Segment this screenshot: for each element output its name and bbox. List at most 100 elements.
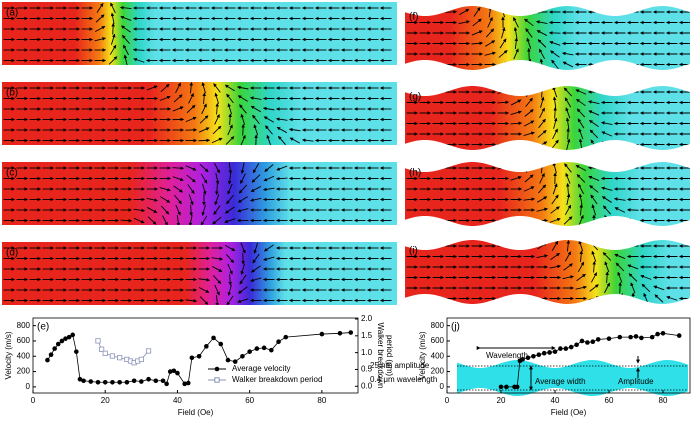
arrow xyxy=(172,176,184,182)
arrow xyxy=(187,184,195,194)
arrow xyxy=(589,129,599,139)
arrow xyxy=(265,125,273,135)
arrow xyxy=(552,183,558,195)
arrow xyxy=(512,59,520,69)
arrow xyxy=(550,252,560,261)
arrow xyxy=(224,244,236,252)
arrow xyxy=(614,207,626,213)
arrow xyxy=(228,162,233,175)
x-tick-label: 0 xyxy=(445,396,450,405)
y-tick-label: 600 xyxy=(431,336,445,345)
arrow xyxy=(485,40,496,47)
legend-label: Walker breakdown period xyxy=(232,375,322,384)
arrow xyxy=(160,83,170,93)
strip xyxy=(2,242,397,305)
arrow xyxy=(602,294,612,303)
arrow xyxy=(630,282,636,294)
arrow xyxy=(252,163,260,174)
arrow xyxy=(538,48,546,60)
marker xyxy=(283,334,289,340)
arrow xyxy=(458,20,470,25)
marker xyxy=(269,347,274,353)
arrow xyxy=(565,117,570,130)
marker xyxy=(117,379,122,385)
x-tick-label: 60 xyxy=(245,396,254,405)
arrow xyxy=(109,44,117,55)
arrow xyxy=(174,194,182,205)
arrow xyxy=(578,128,584,140)
marker xyxy=(189,355,195,361)
marker xyxy=(628,334,633,340)
arrow xyxy=(240,242,246,254)
arrow xyxy=(604,282,610,294)
arrow xyxy=(578,214,584,226)
marker xyxy=(655,331,660,337)
legend-marker xyxy=(214,377,220,383)
arrow xyxy=(264,164,274,172)
arrow xyxy=(602,252,612,261)
annotation: 0.4 μm wavelength xyxy=(370,375,437,384)
y-tick-label: 0 xyxy=(26,382,31,391)
arrow xyxy=(227,172,232,185)
arrow xyxy=(552,128,558,140)
arrow xyxy=(133,208,146,213)
arrow xyxy=(188,194,194,206)
marker xyxy=(138,356,144,362)
arrow xyxy=(226,194,234,205)
marker xyxy=(498,384,504,390)
marker xyxy=(95,379,101,385)
arrow xyxy=(579,203,584,216)
arrow xyxy=(525,97,533,108)
marker xyxy=(109,353,116,359)
arrow xyxy=(575,165,587,171)
marker xyxy=(55,341,61,347)
arrow xyxy=(237,208,249,213)
marker xyxy=(95,338,101,344)
arrow xyxy=(510,121,523,126)
arrow xyxy=(563,216,573,225)
arrow xyxy=(577,118,585,129)
marker xyxy=(110,379,115,385)
arrow xyxy=(523,142,536,147)
arrow xyxy=(250,105,261,113)
marker xyxy=(348,330,354,335)
panel-label: (a) xyxy=(6,8,18,19)
arrow xyxy=(576,98,586,107)
arrow xyxy=(262,187,275,192)
x-tick-label: 80 xyxy=(317,396,326,405)
arrow xyxy=(241,123,245,136)
arrow xyxy=(227,263,233,275)
arrow xyxy=(120,218,133,223)
arrow xyxy=(253,124,259,136)
arrow xyxy=(263,244,274,252)
arrow xyxy=(263,256,275,261)
arrow xyxy=(263,175,275,182)
arrow xyxy=(562,61,574,68)
arrow xyxy=(445,10,458,14)
arrow xyxy=(501,27,506,39)
x-tick-label: 60 xyxy=(605,396,614,405)
arrow xyxy=(225,206,235,214)
arrow xyxy=(263,116,274,123)
arrow xyxy=(185,298,198,303)
arrow xyxy=(499,38,507,49)
arrow xyxy=(225,136,235,145)
marker xyxy=(70,332,76,338)
arrow xyxy=(111,22,115,35)
x-tick-label: 20 xyxy=(497,396,506,405)
arrow xyxy=(510,99,522,106)
arrow xyxy=(212,125,222,135)
arrow xyxy=(537,39,547,48)
marker xyxy=(579,338,585,344)
x-axis-label: Field (Oe) xyxy=(178,408,214,417)
marker xyxy=(633,334,639,339)
arrow xyxy=(213,205,221,215)
marker xyxy=(74,349,79,354)
panel-label: (h) xyxy=(409,168,421,179)
marker xyxy=(563,346,569,351)
marker xyxy=(649,334,655,340)
arrow xyxy=(654,294,664,303)
arrow xyxy=(563,87,573,97)
annotation: Amplitude xyxy=(618,377,654,386)
arrow xyxy=(510,110,522,115)
